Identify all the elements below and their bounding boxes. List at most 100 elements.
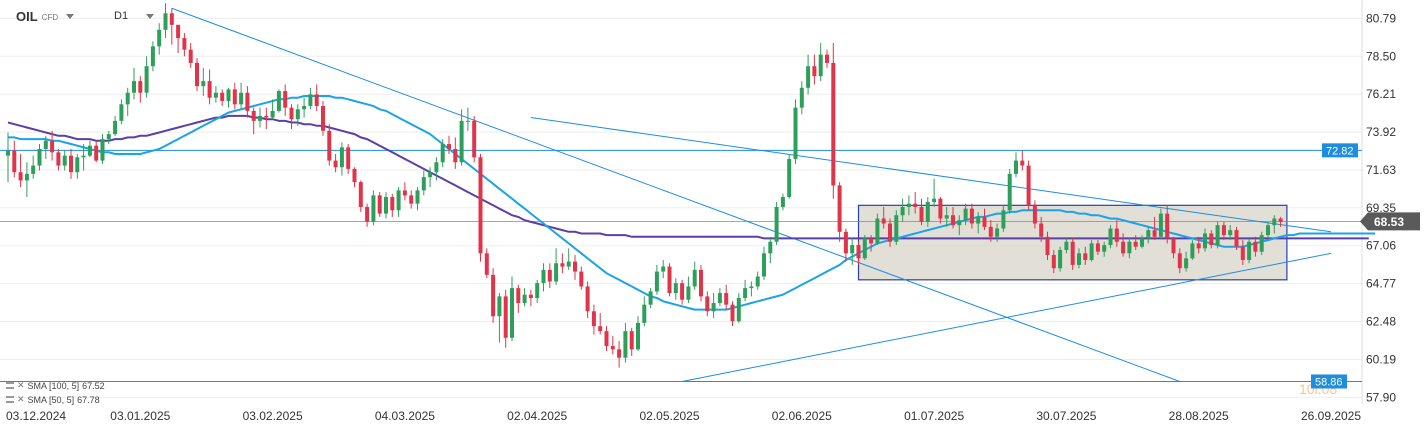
candle-body xyxy=(799,87,804,108)
candle-body xyxy=(264,115,269,118)
candle-body xyxy=(1266,225,1270,236)
trend-line xyxy=(682,252,1332,382)
candle xyxy=(31,155,36,179)
candle-body xyxy=(629,331,634,350)
candle-body xyxy=(220,92,225,101)
indicator-legend-sma-100[interactable]: ✕ SMA [100, 5] 67.52 xyxy=(6,380,105,391)
candle-body xyxy=(283,91,288,108)
candle xyxy=(239,82,244,110)
candle xyxy=(837,182,842,242)
candle xyxy=(365,203,370,227)
candle-body xyxy=(314,94,319,106)
candle-body xyxy=(1083,253,1088,260)
candle-body xyxy=(730,304,735,322)
candle-body xyxy=(245,92,250,111)
candle-body xyxy=(1077,253,1081,265)
candle xyxy=(673,278,678,300)
candle xyxy=(169,8,174,45)
candle xyxy=(106,130,111,145)
candle xyxy=(62,150,67,171)
candle xyxy=(302,97,307,118)
candle-body xyxy=(1165,213,1170,239)
menu-icon[interactable] xyxy=(6,396,14,403)
candle xyxy=(780,193,785,211)
candle xyxy=(1203,228,1207,252)
candle-body xyxy=(894,215,899,242)
candle xyxy=(440,139,445,168)
candle xyxy=(50,130,55,161)
candle-body xyxy=(276,91,281,111)
candle-body xyxy=(642,304,647,323)
candle-body xyxy=(447,144,451,150)
chevron-down-icon xyxy=(146,13,155,19)
candle-body xyxy=(251,110,256,121)
candle xyxy=(1221,221,1226,241)
candle xyxy=(459,109,464,166)
candle xyxy=(182,33,187,57)
candle xyxy=(226,87,231,108)
candle xyxy=(806,54,811,95)
candle-body xyxy=(75,157,80,173)
menu-icon[interactable] xyxy=(6,382,14,389)
candle-body xyxy=(516,288,521,303)
candle xyxy=(919,198,924,226)
candle xyxy=(289,104,294,130)
candle xyxy=(251,107,256,135)
candle xyxy=(113,115,118,136)
candle-body xyxy=(1184,258,1189,269)
candle xyxy=(1045,231,1050,260)
close-icon[interactable]: ✕ xyxy=(17,380,25,390)
candle xyxy=(755,271,760,290)
x-axis: 03.12.2024 03.01.2025 03.02.2025 04.03.2025… xyxy=(6,409,1361,423)
symbol-selector[interactable]: OIL CFD xyxy=(16,6,75,26)
candle-body xyxy=(1240,246,1245,260)
candle-body xyxy=(415,190,420,204)
candle-body xyxy=(604,331,609,347)
candle xyxy=(1171,236,1176,259)
candle-body xyxy=(1158,213,1163,237)
candle xyxy=(1014,152,1018,178)
candle-body xyxy=(617,349,622,358)
candle-body xyxy=(1247,241,1252,260)
x-tick-label: 30.07.2025 xyxy=(1036,409,1096,423)
close-icon[interactable]: ✕ xyxy=(17,394,25,404)
candle-body xyxy=(717,293,722,303)
candle-body xyxy=(339,147,344,168)
candle xyxy=(629,327,634,356)
candle-body xyxy=(188,49,193,63)
x-tick-label: 03.02.2025 xyxy=(243,409,303,423)
candle-body xyxy=(484,253,489,275)
candle xyxy=(705,291,710,317)
indicator-legend-sma-50[interactable]: ✕ SMA [50, 5] 67.78 xyxy=(6,394,100,405)
candle xyxy=(157,23,162,55)
candle-body xyxy=(875,218,880,244)
candle-body xyxy=(963,208,968,221)
timeframe-selector[interactable]: D1 xyxy=(114,6,155,26)
candle xyxy=(610,336,615,355)
support-badge-value: 58.86 xyxy=(1315,376,1343,388)
trend-lines xyxy=(171,7,1332,382)
candle xyxy=(1158,208,1163,239)
indicator-label: SMA [100, 5] xyxy=(27,380,80,391)
candle xyxy=(768,236,773,264)
candle xyxy=(1278,216,1283,227)
candle-body xyxy=(780,197,785,207)
candle xyxy=(396,187,401,217)
candle-body xyxy=(661,266,666,272)
candle xyxy=(793,99,798,164)
candle xyxy=(869,235,874,252)
candle-body xyxy=(1032,205,1037,224)
candle xyxy=(150,41,155,72)
candle xyxy=(736,293,741,323)
candle-body xyxy=(1152,230,1157,237)
candle xyxy=(1039,216,1044,242)
candle-body xyxy=(825,54,829,63)
candle-body xyxy=(749,286,754,289)
candle-body xyxy=(371,195,376,222)
candle xyxy=(1108,225,1113,249)
candle-body xyxy=(1051,254,1056,269)
candle-body xyxy=(692,269,697,287)
candle-body xyxy=(1272,218,1277,226)
candle-body xyxy=(384,197,388,214)
